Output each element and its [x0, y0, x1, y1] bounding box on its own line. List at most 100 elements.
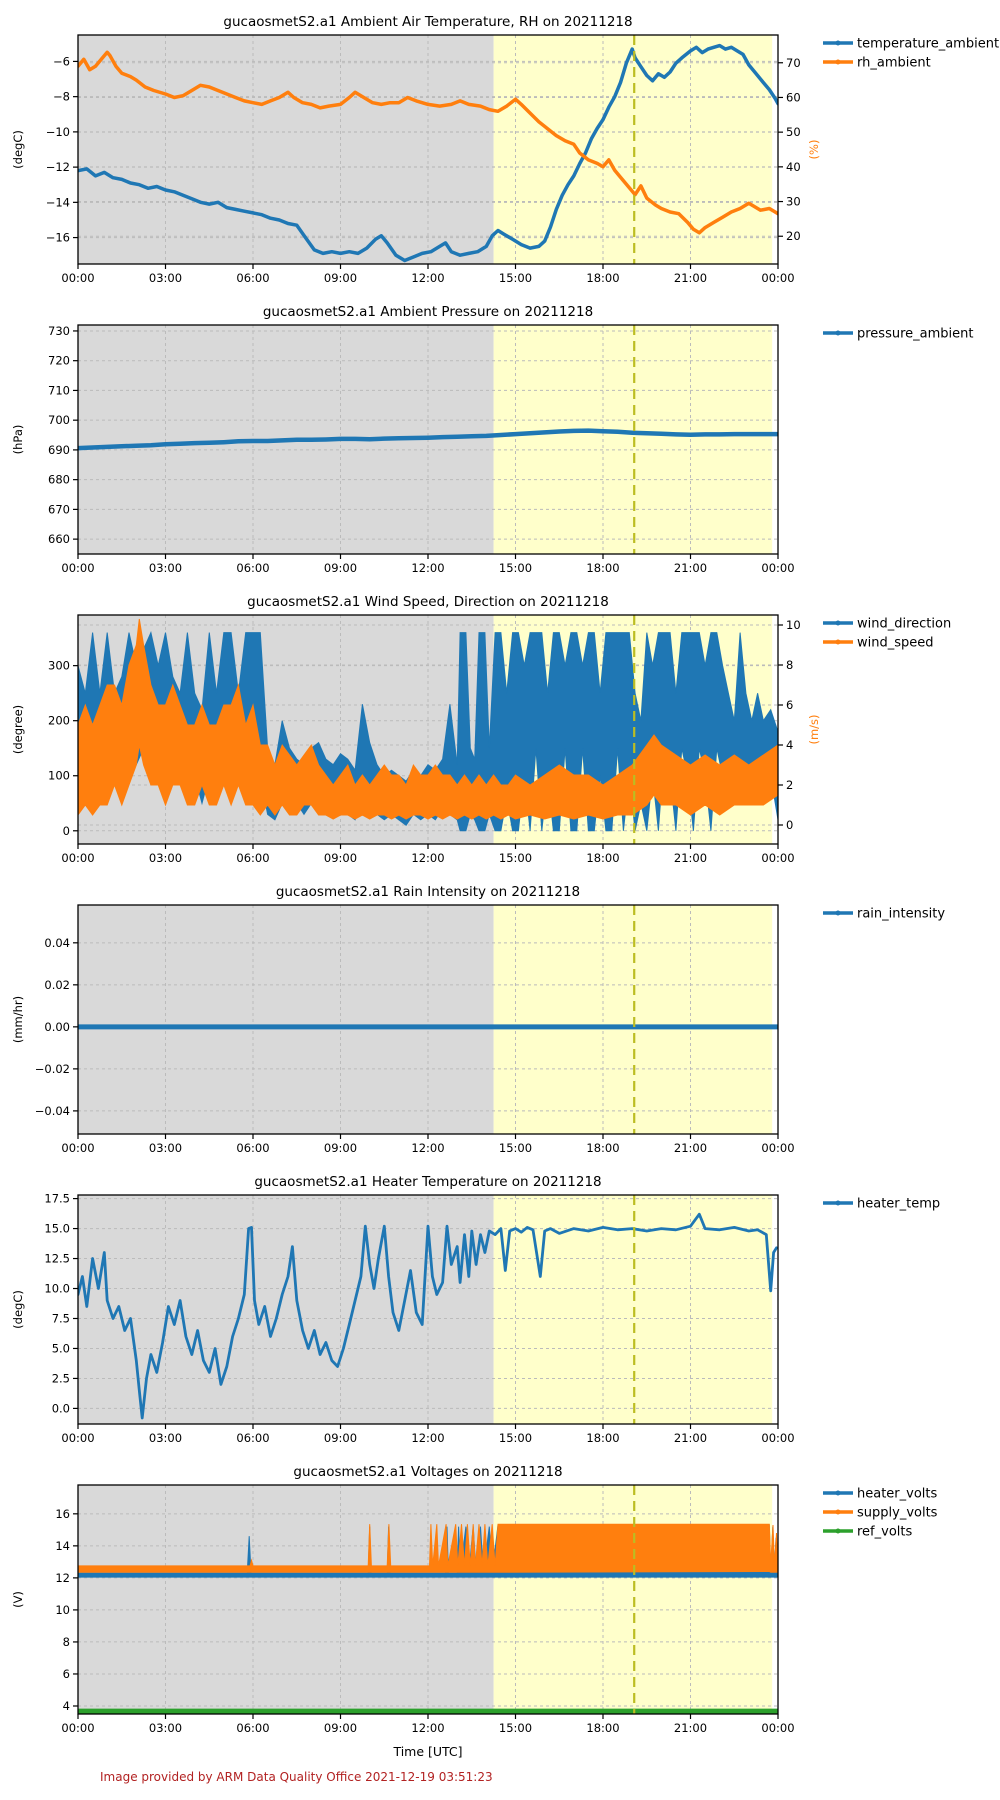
svg-text:21:00: 21:00 [674, 1431, 707, 1445]
svg-text:2: 2 [786, 778, 793, 792]
svg-text:03:00: 03:00 [149, 1431, 182, 1445]
svg-text:−16: −16 [46, 231, 70, 245]
chart-title: gucaosmetS2.a1 Ambient Air Temperature, … [223, 14, 632, 30]
svg-text:06:00: 06:00 [236, 561, 269, 575]
footer-credit: Image provided by ARM Data Quality Offic… [100, 1770, 493, 1784]
svg-text:−0.04: −0.04 [35, 1104, 70, 1118]
series-supply_volts [78, 1523, 778, 1573]
legend: rain_intensity [823, 907, 945, 922]
svg-text:12:00: 12:00 [411, 271, 444, 285]
svg-text:00:00: 00:00 [761, 561, 794, 575]
svg-text:16: 16 [55, 1507, 70, 1521]
svg-text:12.5: 12.5 [44, 1252, 70, 1266]
y-axis-label: (degree) [11, 705, 25, 754]
svg-text:heater_volts: heater_volts [857, 1487, 937, 1502]
svg-text:−0.02: −0.02 [35, 1062, 70, 1076]
chart-canvas-wind-speed-direction: 00:00 03:00 06:00 09:00 12:00 15:00 18:00 21:00… [11, 594, 951, 865]
svg-text:06:00: 06:00 [236, 271, 269, 285]
svg-text:09:00: 09:00 [324, 1141, 357, 1155]
chart-title: gucaosmetS2.a1 Voltages on 20211218 [293, 1464, 562, 1480]
svg-text:0.0: 0.0 [52, 1401, 70, 1415]
svg-text:03:00: 03:00 [149, 561, 182, 575]
svg-text:12:00: 12:00 [411, 851, 444, 865]
svg-text:−12: −12 [46, 160, 70, 174]
y-axis-label: (mm/hr) [11, 996, 25, 1043]
svg-text:21:00: 21:00 [674, 1141, 707, 1155]
svg-text:00:00: 00:00 [61, 1721, 94, 1735]
svg-text:03:00: 03:00 [149, 1141, 182, 1155]
svg-text:15:00: 15:00 [499, 1141, 532, 1155]
svg-text:00:00: 00:00 [61, 1141, 94, 1155]
svg-text:15:00: 15:00 [499, 1721, 532, 1735]
svg-text:720: 720 [48, 354, 70, 368]
series-heater_temp [78, 1212, 778, 1420]
svg-text:50: 50 [786, 125, 801, 139]
legend: heater_temp [823, 1197, 940, 1212]
svg-text:690: 690 [48, 443, 70, 457]
legend-item-rain_intensity: rain_intensity [823, 907, 945, 922]
svg-text:pressure_ambient: pressure_ambient [857, 327, 973, 342]
svg-text:15:00: 15:00 [499, 271, 532, 285]
legend-item-pressure_ambient: pressure_ambient [823, 327, 973, 342]
svg-text:00:00: 00:00 [761, 271, 794, 285]
svg-text:supply_volts: supply_volts [857, 1506, 938, 1521]
svg-text:06:00: 06:00 [236, 1141, 269, 1155]
svg-text:6: 6 [786, 698, 793, 712]
svg-text:15:00: 15:00 [499, 1431, 532, 1445]
chart-air-temperature-rh: 00:00 03:00 06:00 09:00 12:00 15:00 18:00 21:00… [0, 0, 1000, 290]
y-axis-label-right: (%) [807, 140, 821, 160]
svg-text:300: 300 [48, 659, 70, 673]
svg-text:6: 6 [63, 1667, 70, 1681]
legend-item-heater_volts: heater_volts [823, 1487, 937, 1502]
svg-text:00:00: 00:00 [61, 271, 94, 285]
axis-tick-labels: 00:00 03:00 06:00 09:00 12:00 15:00 18:00 21:00… [44, 1192, 794, 1445]
legend: pressure_ambient [823, 327, 973, 342]
svg-text:18:00: 18:00 [586, 1141, 619, 1155]
svg-text:8: 8 [63, 1635, 70, 1649]
y-axis-label: (degC) [11, 130, 25, 169]
svg-text:0: 0 [786, 818, 793, 832]
svg-text:12:00: 12:00 [411, 1721, 444, 1735]
svg-text:heater_temp: heater_temp [857, 1197, 940, 1212]
chart-wind-speed-direction: 00:00 03:00 06:00 09:00 12:00 15:00 18:00 21:00… [0, 580, 1000, 870]
svg-text:4: 4 [786, 738, 793, 752]
svg-text:09:00: 09:00 [324, 1431, 357, 1445]
svg-text:wind_speed: wind_speed [857, 636, 934, 651]
svg-text:18:00: 18:00 [586, 851, 619, 865]
svg-text:18:00: 18:00 [586, 1431, 619, 1445]
x-axis-label: Time [UTC] [392, 1744, 462, 1759]
svg-text:temperature_ambient: temperature_ambient [857, 37, 999, 52]
legend-item-temperature_ambient: temperature_ambient [823, 37, 999, 52]
svg-text:−10: −10 [46, 125, 70, 139]
legend-item-ref_volts: ref_volts [823, 1525, 912, 1540]
series-rh_ambient [78, 50, 778, 235]
chart-ambient-pressure: 00:00 03:00 06:00 09:00 12:00 15:00 18:00 21:00… [0, 290, 1000, 580]
svg-text:200: 200 [48, 714, 70, 728]
chart-canvas-air-temperature-rh: 00:00 03:00 06:00 09:00 12:00 15:00 18:00 21:00… [11, 14, 999, 285]
svg-text:12:00: 12:00 [411, 1431, 444, 1445]
svg-text:680: 680 [48, 473, 70, 487]
svg-text:ref_volts: ref_volts [857, 1525, 912, 1540]
svg-text:00:00: 00:00 [761, 1721, 794, 1735]
svg-text:10.0: 10.0 [44, 1282, 70, 1296]
svg-text:18:00: 18:00 [586, 1721, 619, 1735]
chart-canvas-heater-temperature: 00:00 03:00 06:00 09:00 12:00 15:00 18:00 21:00… [11, 1174, 940, 1445]
legend: temperature_ambient rh_ambient [823, 37, 999, 71]
svg-text:06:00: 06:00 [236, 851, 269, 865]
svg-text:06:00: 06:00 [236, 1721, 269, 1735]
legend-item-heater_temp: heater_temp [823, 1197, 940, 1212]
svg-text:21:00: 21:00 [674, 561, 707, 575]
svg-text:−6: −6 [53, 54, 70, 68]
svg-text:7.5: 7.5 [52, 1311, 70, 1325]
chart-canvas-ambient-pressure: 00:00 03:00 06:00 09:00 12:00 15:00 18:00 21:00… [11, 304, 973, 575]
axis-tick-labels: 00:00 03:00 06:00 09:00 12:00 15:00 18:00 21:00… [48, 324, 795, 575]
svg-text:40: 40 [786, 160, 801, 174]
series-temperature_ambient [78, 43, 778, 263]
svg-text:730: 730 [48, 324, 70, 338]
chart-heater-temperature: 00:00 03:00 06:00 09:00 12:00 15:00 18:00 21:00… [0, 1160, 1000, 1450]
svg-text:670: 670 [48, 502, 70, 516]
svg-text:21:00: 21:00 [674, 851, 707, 865]
svg-text:0.02: 0.02 [44, 978, 70, 992]
svg-text:70: 70 [786, 56, 801, 70]
svg-text:−14: −14 [46, 195, 70, 209]
